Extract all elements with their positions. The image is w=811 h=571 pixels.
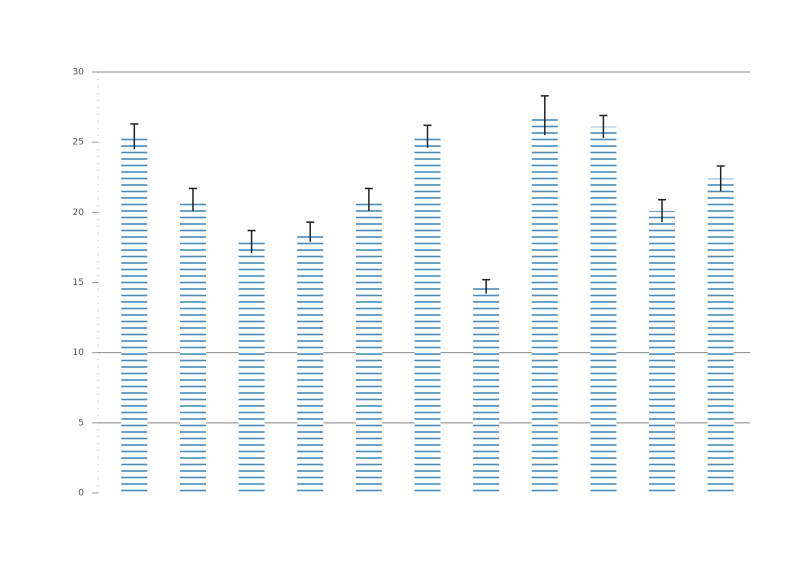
bar xyxy=(531,115,558,494)
bar xyxy=(707,178,734,494)
y-tick-label: 20 xyxy=(73,208,85,218)
bar xyxy=(121,136,148,493)
bar xyxy=(355,199,382,493)
y-tick-label: 10 xyxy=(73,348,85,358)
y-tick-label: 5 xyxy=(78,418,84,428)
y-tick-label: 30 xyxy=(73,68,85,78)
y-tick-label: 0 xyxy=(78,489,84,499)
bar xyxy=(649,210,676,493)
bar xyxy=(473,286,500,493)
bar xyxy=(414,136,441,493)
bar xyxy=(297,231,324,494)
bar xyxy=(590,126,617,493)
bar xyxy=(238,241,265,493)
y-tick-label: 15 xyxy=(73,278,84,288)
y-tick-label: 25 xyxy=(73,138,84,148)
bar xyxy=(179,199,206,493)
